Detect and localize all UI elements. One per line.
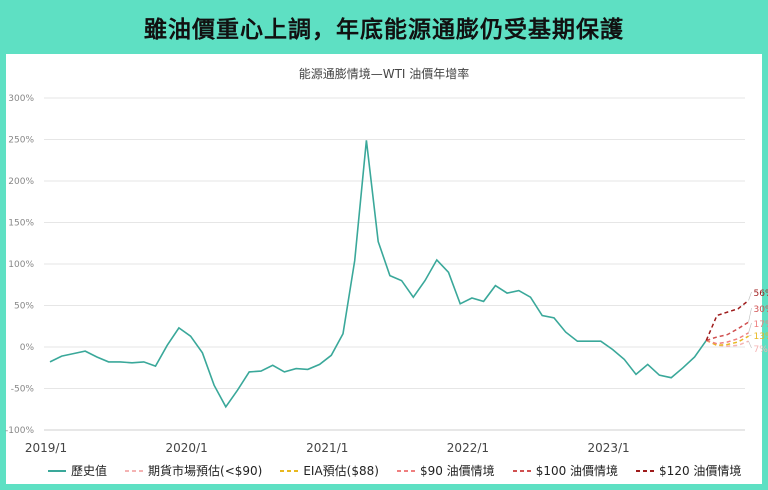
label-leader (748, 334, 752, 337)
label-leader (748, 307, 752, 323)
legend-item: 歷史值 (48, 462, 107, 479)
legend-label: $120 油價情境 (659, 464, 742, 478)
scenario-end-label: 30% (754, 305, 768, 315)
y-tick-label: 300% (8, 94, 34, 104)
legend-label: 歷史值 (71, 464, 108, 478)
label-leader (748, 341, 752, 349)
chart-panel (6, 54, 762, 484)
legend-swatch (280, 469, 299, 472)
legend-swatch (125, 469, 144, 472)
scenario-end-label: 56% (754, 289, 768, 299)
legend-swatch (396, 469, 415, 472)
x-tick-label: 2022/1 (447, 441, 489, 455)
legend-label: $90 油價情境 (419, 464, 495, 478)
legend-label: $100 油價情境 (535, 464, 619, 478)
x-tick-label: 2021/1 (306, 441, 348, 455)
y-axis: -100% -50% 0% 50% 100% 150% 200% 250% 300% (5, 94, 34, 436)
legend-swatch (636, 469, 655, 472)
legend-item: $120 油價情境 (636, 462, 741, 479)
y-tick-label: 200% (8, 177, 34, 187)
legend-item: $90 油價情境 (396, 462, 495, 479)
x-tick-label: 2023/1 (587, 441, 629, 455)
y-tick-label: -50% (11, 385, 35, 395)
y-tick-label: 250% (8, 136, 34, 146)
chart-title: 能源通膨情境—WTI 油價年增率 (299, 66, 470, 81)
header: 雖油價重心上調，年底能源通膨仍受基期保護 (0, 0, 768, 54)
legend-swatch (48, 469, 66, 472)
legend-label: 期貨市場預估(<$90) (148, 464, 263, 478)
scenario-end-label: 17% (754, 320, 768, 330)
y-tick-label: 50% (14, 302, 34, 312)
legend-label: EIA預估($88) (303, 464, 379, 478)
history-line (49, 140, 707, 409)
scenario-line (706, 332, 749, 345)
legend-swatch (512, 469, 531, 472)
page-title: 雖油價重心上調，年底能源通膨仍受基期保護 (144, 17, 624, 43)
y-tick-label: -100% (5, 426, 34, 436)
legend: 歷史值 期貨市場預估(<$90) EIA預估($88) $90 油價情境 $100 油價… (48, 462, 741, 479)
legend-item: EIA預估($88) (280, 462, 379, 479)
x-tick-label: 2019/1 (25, 441, 67, 455)
x-axis: 2019/1 2020/1 2021/1 2022/1 2023/1 (25, 429, 745, 455)
label-leader (748, 291, 752, 301)
label-leader (748, 322, 752, 333)
scenario-end-label: 13% (754, 332, 768, 342)
y-tick-label: 150% (8, 219, 34, 229)
y-tick-label: 100% (8, 260, 34, 270)
x-tick-label: 2020/1 (166, 441, 208, 455)
legend-item: $100 油價情境 (512, 462, 619, 479)
scenario-line (705, 299, 749, 341)
scenario-labels: 7% 13% 17% 30% 56% (748, 289, 768, 355)
scenario-line (706, 321, 749, 342)
scenario-end-label: 7% (754, 345, 768, 355)
series (49, 140, 749, 409)
legend-item: 期貨市場預估(<$90) (125, 462, 262, 479)
y-tick-label: 0% (20, 343, 35, 353)
grid (44, 97, 745, 431)
scenario-line (705, 335, 749, 347)
